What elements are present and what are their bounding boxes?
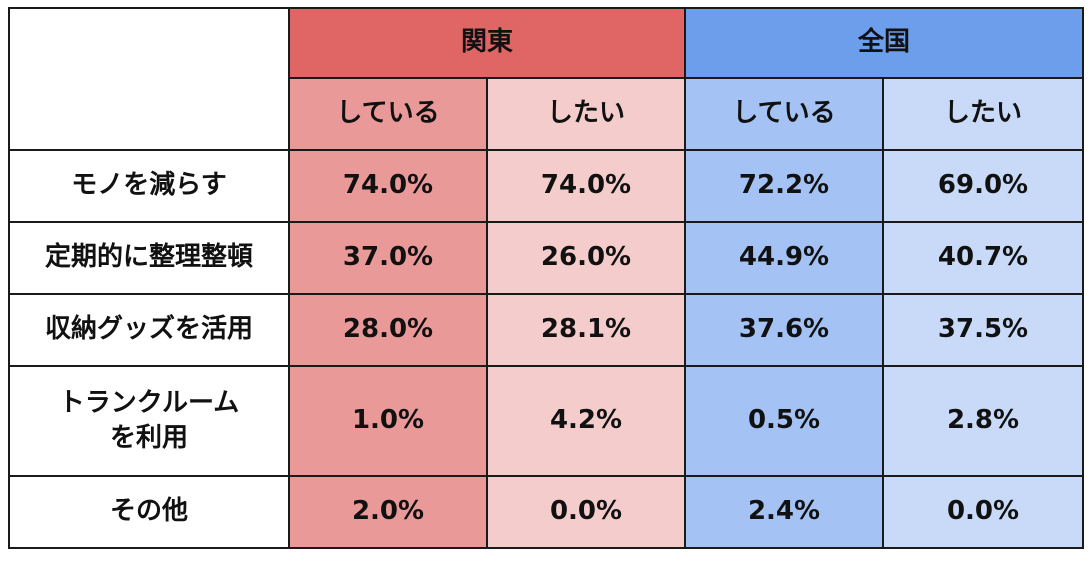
value-cell: 37.0%	[288, 221, 488, 295]
table-row: 収納グッズを活用 28.0% 28.1% 37.6% 37.5%	[8, 293, 1084, 367]
value-cell: 28.1%	[486, 293, 686, 367]
value-cell: 72.2%	[684, 149, 884, 223]
value-cell: 2.0%	[288, 475, 488, 549]
region-header-kanto: 関東	[288, 7, 686, 79]
region-header-row: 関東 全国	[8, 7, 1084, 151]
value-cell: 26.0%	[486, 221, 686, 295]
row-label: その他	[8, 475, 290, 549]
value-cell: 37.5%	[882, 293, 1084, 367]
value-cell: 1.0%	[288, 365, 488, 477]
value-cell: 40.7%	[882, 221, 1084, 295]
subheader-zenkoku-doing: している	[684, 77, 884, 151]
table-row: トランクルーム を利用 1.0% 4.2% 0.5% 2.8%	[8, 365, 1084, 477]
subheader-row: している したい している したい	[9, 77, 1084, 151]
row-label: 収納グッズを活用	[8, 293, 290, 367]
table-row: モノを減らす 74.0% 74.0% 72.2% 69.0%	[8, 149, 1084, 223]
subheader-kanto-want: したい	[486, 77, 686, 151]
corner-cell	[8, 7, 290, 151]
region-header-zenkoku: 全国	[684, 7, 1084, 79]
value-cell: 0.5%	[684, 365, 884, 477]
value-cell: 2.4%	[684, 475, 884, 549]
subheader-zenkoku-want: したい	[882, 77, 1084, 151]
value-cell: 28.0%	[288, 293, 488, 367]
value-cell: 74.0%	[288, 149, 488, 223]
subheader-kanto-doing: している	[288, 77, 488, 151]
row-label-line: トランクルーム	[58, 387, 240, 418]
row-label: 定期的に整理整頓	[8, 221, 290, 295]
comparison-table: 関東 全国 している したい している したい モノを減らす 74.0% 74.…	[8, 7, 1084, 549]
row-label-line: を利用	[109, 423, 188, 453]
value-cell: 2.8%	[882, 365, 1084, 477]
value-cell: 4.2%	[486, 365, 686, 477]
table-row: 定期的に整理整頓 37.0% 26.0% 44.9% 40.7%	[8, 221, 1084, 295]
value-cell: 0.0%	[882, 475, 1084, 549]
value-cell: 74.0%	[486, 149, 686, 223]
value-cell: 44.9%	[684, 221, 884, 295]
table-row: その他 2.0% 0.0% 2.4% 0.0%	[8, 475, 1084, 549]
value-cell: 69.0%	[882, 149, 1084, 223]
row-label: モノを減らす	[8, 149, 290, 223]
value-cell: 0.0%	[486, 475, 686, 549]
value-cell: 37.6%	[684, 293, 884, 367]
row-label: トランクルーム を利用	[8, 365, 290, 477]
